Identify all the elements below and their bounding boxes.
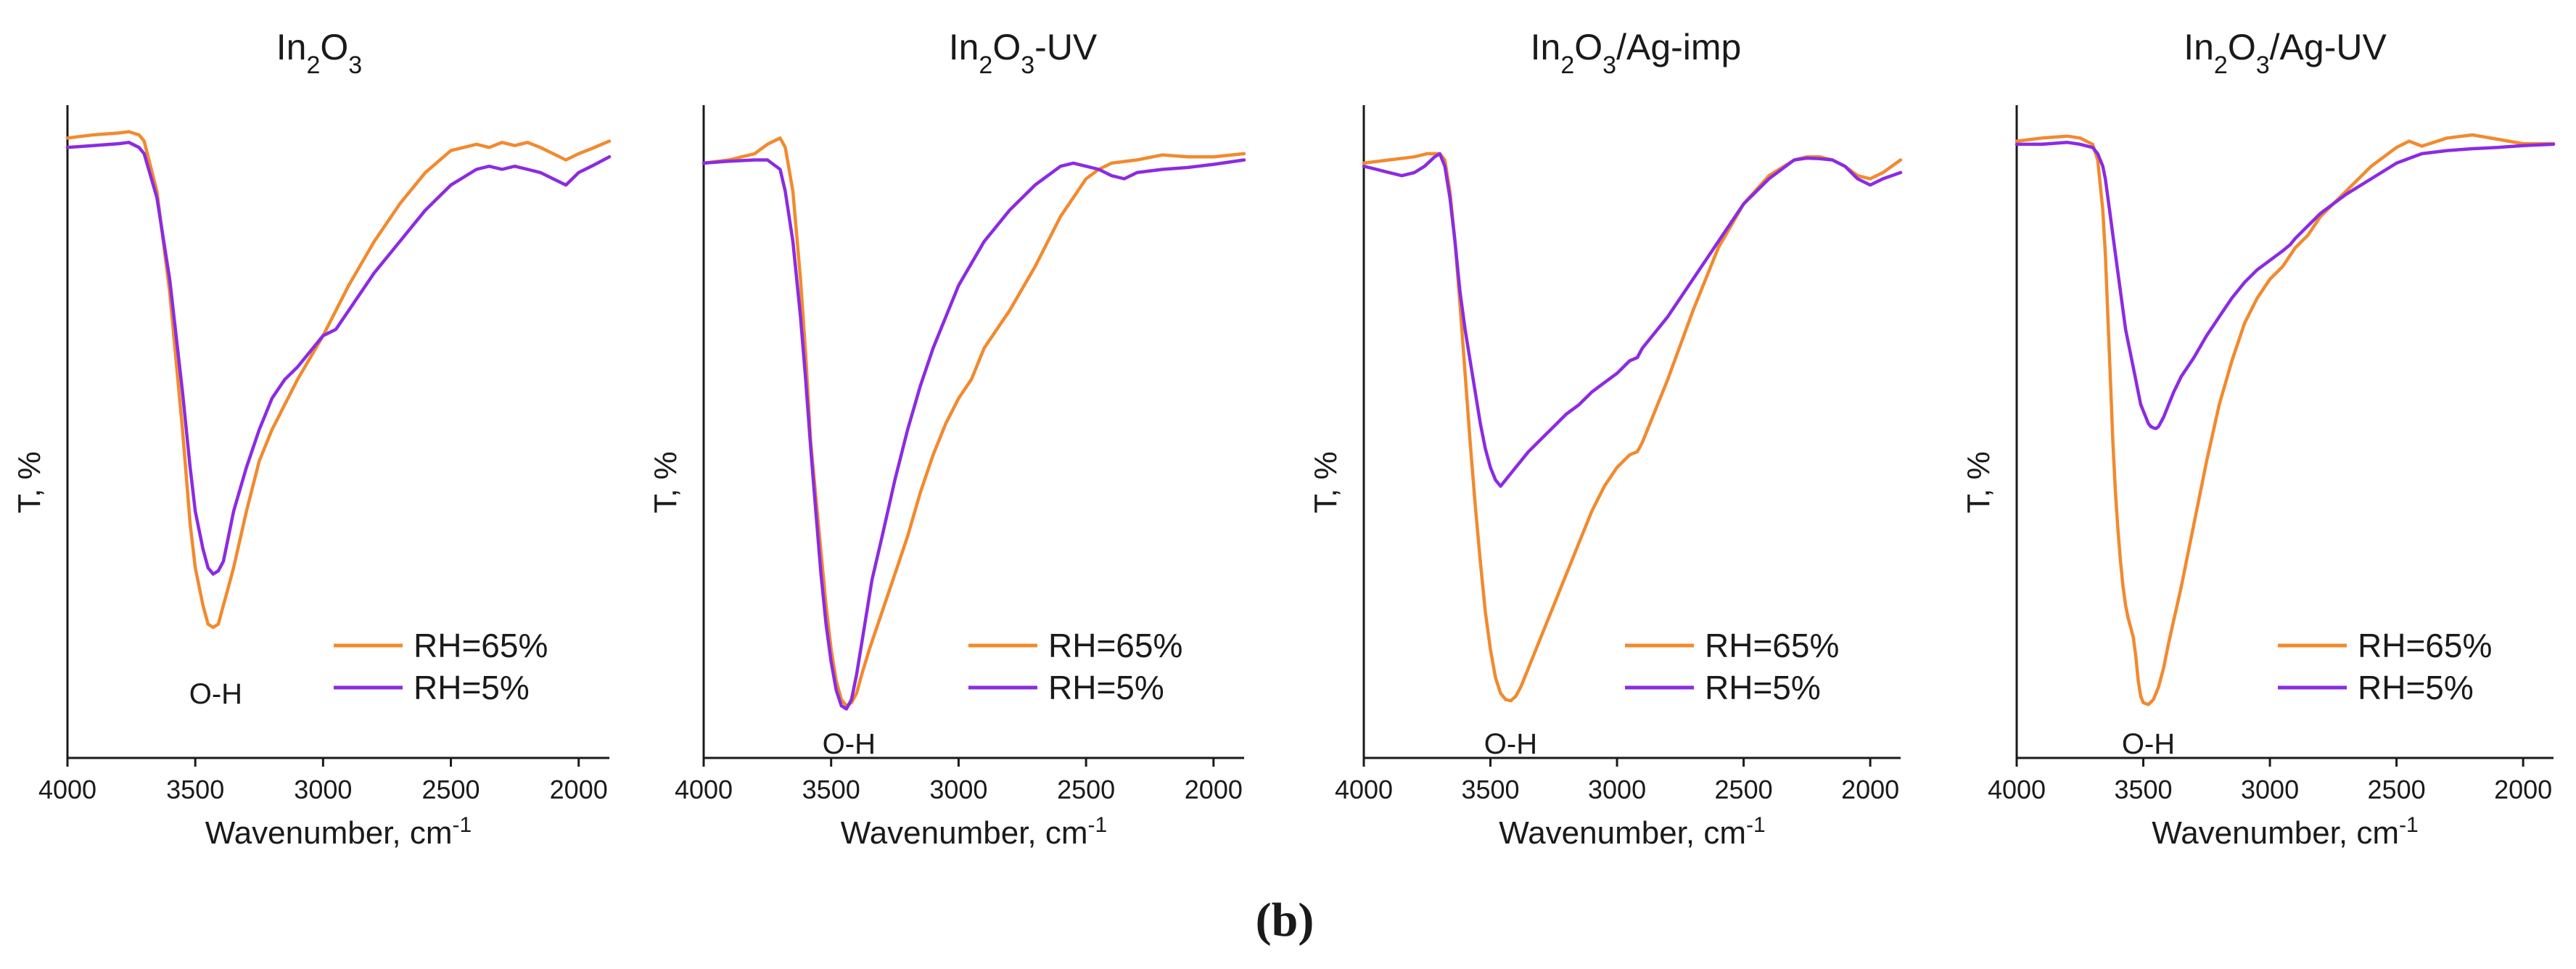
x-tick-label: 4000 (675, 775, 733, 804)
series-line-rh65 (65, 130, 612, 630)
x-tick-label: 3000 (1588, 775, 1646, 804)
legend-label: RH=5% (2358, 669, 2474, 706)
series-line-rh5 (2015, 141, 2556, 431)
y-axis-label: T, % (1308, 451, 1343, 514)
series-line-rh5 (701, 158, 1246, 711)
x-tick-label: 2000 (2494, 775, 2552, 804)
chart-panel-2: In2O3-UV 4000 3500 3000 2500 2000 Wavenumber, … (648, 27, 1246, 852)
y-axis-label: T, % (12, 451, 47, 514)
x-tick-label: 3000 (294, 775, 352, 804)
panel-title: In2O3/Ag-imp (1531, 27, 1742, 79)
chart-panel-1: In2O3 4000 3500 3000 2500 2000 Wavenumber, cm-… (12, 27, 612, 852)
series-line-rh65 (1362, 152, 1903, 703)
chart-panel-4: In2O3/Ag-UV 4000 3500 3000 2500 2000 Wavenumbe… (1961, 27, 2556, 852)
series-line-rh5 (65, 141, 612, 576)
x-tick-label: 2500 (1715, 775, 1773, 804)
peak-annotation: O-H (2122, 728, 2175, 760)
legend-label: RH=65% (413, 627, 548, 664)
legend-label: RH=65% (1048, 627, 1182, 664)
series-line-rh65 (2015, 133, 2556, 706)
chart-panel-3: In2O3/Ag-imp 4000 3500 3000 2500 2000 Wavenumb… (1308, 27, 1903, 852)
x-tick-label: 4000 (38, 775, 96, 804)
peak-annotation: O-H (823, 728, 876, 760)
y-axis-label: T, % (648, 451, 683, 514)
x-tick-label: 2500 (421, 775, 480, 804)
x-tick-label: 3500 (166, 775, 224, 804)
legend-label: RH=5% (1705, 669, 1821, 706)
panel-title: In2O3-UV (949, 27, 1098, 79)
x-tick-label: 3500 (802, 775, 860, 804)
x-axis-label: Wavenumber, cm-1 (1499, 813, 1765, 852)
x-tick-label: 2000 (1841, 775, 1899, 804)
legend-label: RH=5% (413, 669, 530, 706)
legend-label: RH=65% (2358, 627, 2492, 664)
x-tick-label: 2500 (1057, 775, 1115, 804)
legend-label: RH=5% (1048, 669, 1164, 706)
x-tick-label: 2000 (1185, 775, 1243, 804)
panel-title: In2O3 (276, 27, 362, 79)
x-tick-label: 3500 (2114, 775, 2172, 804)
x-tick-label: 3000 (2241, 775, 2299, 804)
y-axis-label: T, % (1961, 451, 1996, 514)
x-tick-label: 3000 (929, 775, 987, 804)
figure-caption: (b) (1256, 894, 1314, 947)
peak-annotation: O-H (189, 678, 242, 710)
series-line-rh65 (701, 136, 1246, 708)
x-axis-label: Wavenumber, cm-1 (841, 813, 1107, 852)
series-line-rh5 (1362, 152, 1903, 488)
peak-annotation: O-H (1484, 728, 1537, 760)
x-tick-label: 2500 (2368, 775, 2426, 804)
x-axis-label: Wavenumber, cm-1 (205, 813, 472, 852)
x-tick-label: 2000 (550, 775, 608, 804)
panel-title: In2O3/Ag-UV (2184, 27, 2387, 79)
x-tick-label: 4000 (1988, 775, 2046, 804)
x-axis-label: Wavenumber, cm-1 (2152, 813, 2418, 852)
x-tick-label: 3500 (1461, 775, 1519, 804)
x-tick-label: 4000 (1335, 775, 1393, 804)
legend-label: RH=65% (1705, 627, 1839, 664)
